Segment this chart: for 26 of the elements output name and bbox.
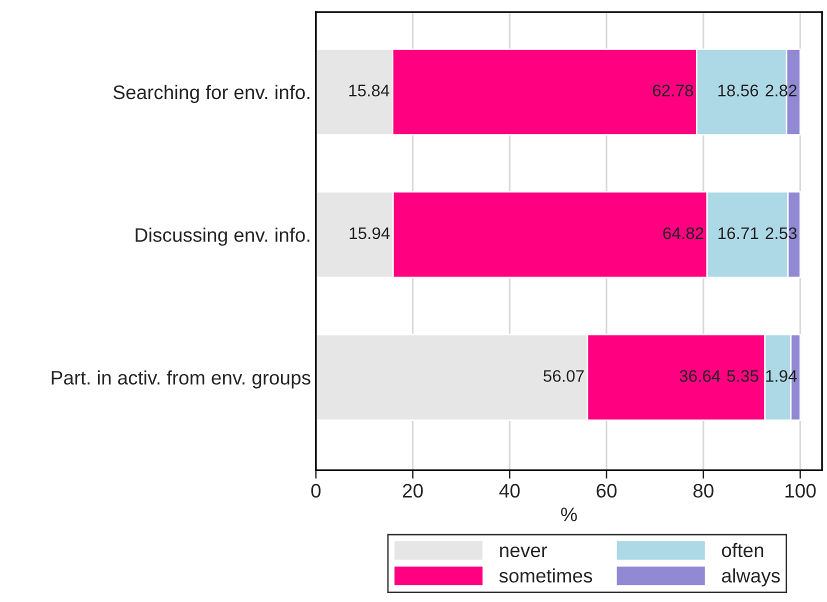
data-label: 2.53 xyxy=(766,227,797,240)
x-tick-label: 80 xyxy=(693,484,714,498)
data-label: 15.84 xyxy=(349,84,390,96)
data-label: 15.94 xyxy=(350,227,390,240)
x-tick-label: 0 xyxy=(311,484,321,498)
legend-label: never xyxy=(500,546,548,558)
data-label: 64.82 xyxy=(663,227,704,240)
x-tick-label: 20 xyxy=(402,484,423,498)
data-label: 1.94 xyxy=(766,370,797,382)
y-tick-label: Searching for env. info. xyxy=(113,84,310,104)
data-label: 16.71 xyxy=(718,227,758,240)
legend-label: always xyxy=(722,568,780,586)
data-label: 62.78 xyxy=(652,84,694,96)
legend-label: sometimes xyxy=(499,568,592,583)
x-tick-label: 40 xyxy=(499,484,520,498)
x-tick-label: 100 xyxy=(786,484,816,498)
data-label: 36.64 xyxy=(680,370,720,382)
y-tick-label: Part. in activ. from env. groups xyxy=(52,370,310,388)
data-label: 2.82 xyxy=(766,84,797,96)
data-label: 56.07 xyxy=(544,370,584,382)
data-label: 18.56 xyxy=(718,84,758,96)
legend-label: often xyxy=(722,542,764,558)
y-tick-label: Discussing env. info. xyxy=(136,228,310,246)
x-tick-label: 60 xyxy=(596,484,617,498)
data-label: 5.35 xyxy=(727,370,758,382)
x-axis-title: % xyxy=(561,508,577,522)
